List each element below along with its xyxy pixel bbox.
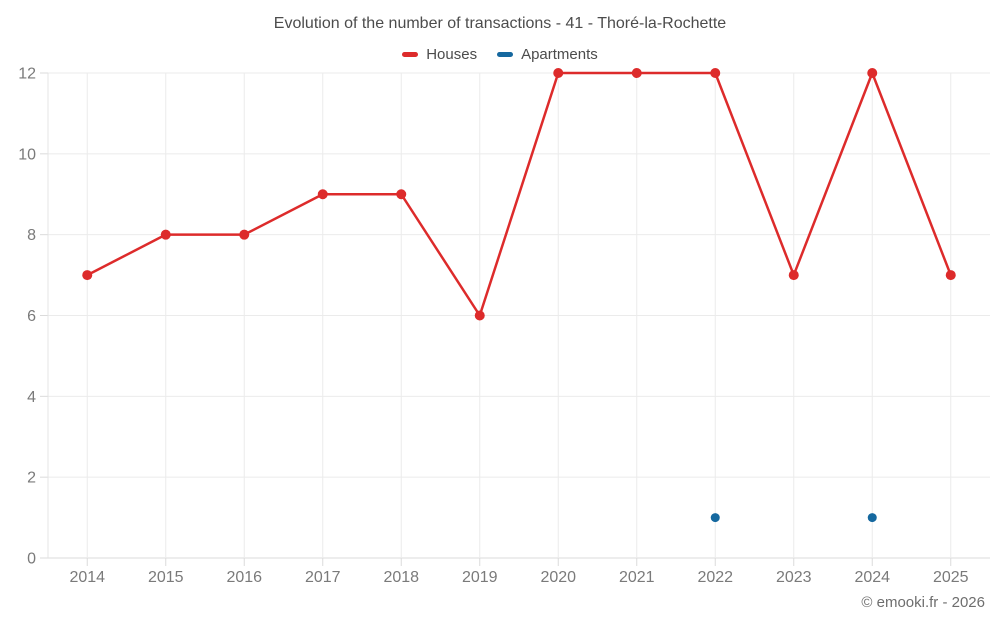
point-houses-2025[interactable] (945, 270, 956, 281)
point-houses-2017[interactable] (317, 189, 328, 200)
apartments-legend-marker-icon (497, 52, 514, 57)
point-houses-2022[interactable] (710, 68, 721, 78)
x-axis-label: 2020 (540, 569, 576, 586)
point-houses-2018[interactable] (396, 189, 407, 200)
x-axis-label: 2016 (226, 569, 262, 586)
y-axis-label: 8 (27, 227, 36, 244)
point-houses-2021[interactable] (631, 68, 642, 78)
point-houses-2020[interactable] (553, 68, 564, 78)
x-axis-label: 2014 (69, 569, 105, 586)
x-axis-label: 2025 (933, 569, 969, 586)
houses-legend-label: Houses (426, 46, 478, 63)
chart-title: Evolution of the number of transactions … (273, 15, 727, 32)
legend-item-houses[interactable]: Houses (402, 46, 477, 63)
point-houses-2014[interactable] (82, 270, 93, 281)
y-axis-label: 0 (27, 551, 36, 568)
point-houses-2024[interactable] (867, 68, 878, 78)
houses-line (86, 71, 952, 317)
x-axis-label: 2018 (383, 569, 419, 586)
copyright-footer: © emooki.fr - 2026 (861, 594, 985, 611)
legend-item-apartments[interactable]: Apartments (497, 46, 598, 63)
houses-legend-marker-icon (402, 52, 419, 57)
x-axis-label: 2021 (619, 569, 655, 586)
chart-legend: Houses Apartments (0, 46, 1000, 63)
point-houses-2023[interactable] (788, 270, 799, 281)
x-axis-label: 2015 (148, 569, 184, 586)
y-axis-label: 6 (27, 308, 36, 325)
point-houses-2019[interactable] (474, 310, 485, 321)
point-houses-2016[interactable] (239, 229, 250, 240)
apartments-legend-label: Apartments (521, 46, 598, 63)
x-axis-label: 2022 (697, 569, 733, 586)
x-axis-label: 2019 (462, 569, 498, 586)
point-apartments-2022[interactable] (710, 513, 720, 523)
y-axis-label: 12 (18, 66, 36, 83)
x-axis-label: 2017 (305, 569, 341, 586)
point-apartments-2024[interactable] (867, 513, 877, 523)
y-axis-label: 4 (27, 389, 36, 406)
y-axis-label: 2 (27, 470, 36, 487)
x-axis-label: 2023 (776, 569, 812, 586)
point-houses-2015[interactable] (160, 229, 171, 240)
y-axis-label: 10 (18, 146, 36, 163)
x-axis-label: 2024 (854, 569, 890, 586)
